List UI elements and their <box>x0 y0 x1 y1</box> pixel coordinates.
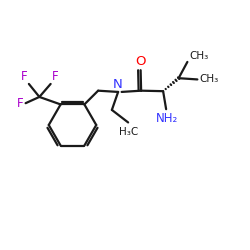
Text: CH₃: CH₃ <box>200 74 218 85</box>
Text: O: O <box>136 55 146 68</box>
Text: H₃C: H₃C <box>119 127 138 137</box>
Text: NH₂: NH₂ <box>156 112 178 125</box>
Text: N: N <box>113 78 123 91</box>
Text: CH₃: CH₃ <box>190 51 208 61</box>
Text: F: F <box>52 70 59 83</box>
Text: F: F <box>17 97 24 110</box>
Text: F: F <box>21 70 28 83</box>
